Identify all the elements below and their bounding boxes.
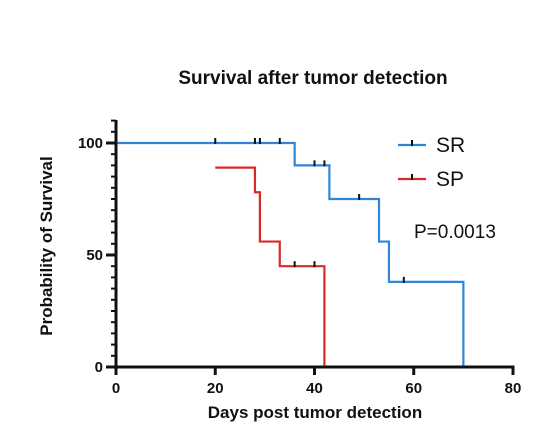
x-axis-label: Days post tumor detection bbox=[208, 403, 422, 422]
legend-sp-label: SP bbox=[436, 168, 464, 191]
y-tick-label: 50 bbox=[86, 247, 103, 264]
legend-sr-label: SR bbox=[436, 134, 465, 157]
chart-title: Survival after tumor detection bbox=[178, 68, 447, 89]
y-tick-label: 100 bbox=[78, 135, 103, 152]
axes-layer: 0 50 100 0 20 40 60 80 bbox=[78, 119, 522, 397]
p-value-annotation: P=0.0013 bbox=[414, 222, 496, 243]
series-sp-line bbox=[215, 166, 326, 367]
y-tick-label: 0 bbox=[95, 359, 103, 376]
legend: SR SP bbox=[398, 134, 465, 191]
y-axis-label: Probability of Survival bbox=[37, 156, 56, 336]
x-tick-label: 40 bbox=[306, 380, 323, 397]
x-tick-label: 60 bbox=[405, 380, 422, 397]
x-tick-label: 0 bbox=[112, 380, 120, 397]
series-layer bbox=[116, 138, 465, 367]
series-sr-line bbox=[116, 141, 465, 367]
x-tick-label: 80 bbox=[505, 380, 522, 397]
x-tick-label: 20 bbox=[207, 380, 224, 397]
